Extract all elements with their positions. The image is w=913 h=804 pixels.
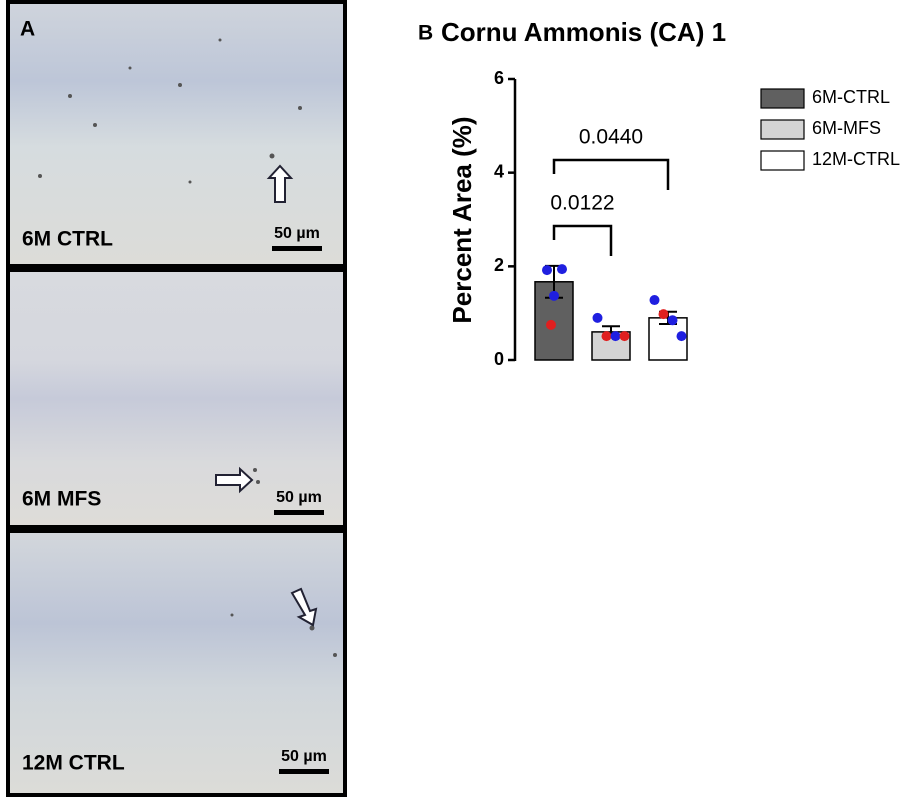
panel-a: A 6M CTRL 6M MFS 12M CTRL 50 µm 50 µm 50… — [6, 0, 347, 797]
image-label: 12M CTRL — [22, 752, 125, 775]
legend-swatch — [760, 119, 805, 140]
y-tick-label: 0 — [494, 349, 504, 369]
legend-label: 6M-CTRL — [812, 87, 890, 107]
panel-label: B — [418, 22, 433, 45]
micrograph — [6, 0, 347, 268]
arrow — [266, 164, 294, 203]
scale-bar-label: 50 µm — [274, 225, 320, 242]
cells — [38, 38, 337, 657]
arrow — [290, 587, 318, 627]
data-point — [601, 331, 612, 342]
data-point — [658, 309, 669, 320]
scale-bar-label: 50 µm — [281, 748, 327, 765]
chart-title: Cornu Ammonis (CA) 1 — [441, 17, 726, 47]
legend-swatch — [760, 150, 805, 171]
significance-bracket — [552, 158, 670, 191]
data-point — [549, 290, 559, 301]
data-point — [557, 264, 567, 275]
scale-bar — [274, 510, 324, 515]
y-axis-label: Percent Area (%) — [447, 116, 477, 323]
significance-label: 0.0122 — [550, 192, 614, 215]
image-label: 6M CTRL — [22, 228, 113, 251]
data-point — [610, 331, 621, 342]
scale-bar — [279, 769, 329, 774]
data-point — [592, 312, 603, 323]
micrograph — [6, 268, 347, 529]
micrograph — [6, 529, 347, 797]
arrow — [215, 466, 254, 494]
y-tick-label: 2 — [494, 255, 504, 275]
significance-label: 0.0440 — [579, 126, 643, 149]
data-point — [676, 331, 687, 342]
panel-label: A — [20, 18, 35, 41]
data-point — [667, 315, 678, 326]
data-point — [649, 295, 660, 306]
y-tick-label: 4 — [494, 161, 504, 181]
scale-bar — [272, 246, 322, 251]
data-point — [542, 265, 552, 276]
legend-label: 12M-CTRL — [812, 149, 900, 169]
scale-bar-label: 50 µm — [276, 489, 322, 506]
legend-swatch — [760, 88, 805, 109]
image-label: 6M MFS — [22, 488, 101, 511]
legend-label: 6M-MFS — [812, 118, 881, 138]
y-tick-label: 6 — [494, 68, 504, 88]
significance-bracket — [552, 224, 613, 257]
data-point — [546, 319, 556, 330]
data-point — [619, 331, 630, 342]
